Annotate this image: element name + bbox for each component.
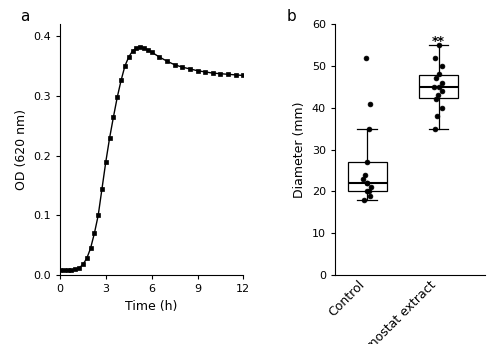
Point bbox=[362, 189, 370, 194]
Point bbox=[432, 55, 440, 60]
Point bbox=[365, 189, 373, 194]
X-axis label: Time (h): Time (h) bbox=[126, 300, 178, 313]
Point bbox=[435, 42, 443, 48]
Y-axis label: Diameter (mm): Diameter (mm) bbox=[294, 101, 306, 198]
PathPatch shape bbox=[419, 75, 458, 98]
Point bbox=[435, 72, 443, 77]
Point bbox=[438, 88, 446, 94]
Point bbox=[362, 55, 370, 60]
Point bbox=[430, 84, 438, 89]
Point bbox=[360, 197, 368, 203]
Point bbox=[434, 93, 442, 98]
Point bbox=[438, 105, 446, 110]
PathPatch shape bbox=[348, 162, 387, 192]
Point bbox=[438, 80, 446, 85]
Point bbox=[432, 76, 440, 81]
Point bbox=[367, 184, 375, 190]
Y-axis label: OD (620 nm): OD (620 nm) bbox=[14, 109, 28, 190]
Text: b: b bbox=[287, 9, 297, 24]
Text: a: a bbox=[20, 9, 29, 24]
Point bbox=[431, 126, 439, 131]
Point bbox=[436, 84, 444, 89]
Point bbox=[438, 63, 446, 69]
Point bbox=[433, 114, 441, 119]
Text: **: ** bbox=[432, 34, 445, 47]
Point bbox=[364, 126, 372, 131]
Point bbox=[366, 101, 374, 106]
Point bbox=[363, 159, 371, 165]
Point bbox=[360, 176, 368, 182]
Point bbox=[366, 193, 374, 198]
Point bbox=[363, 180, 371, 186]
Point bbox=[432, 97, 440, 102]
Point bbox=[364, 180, 372, 186]
Point bbox=[361, 172, 369, 178]
